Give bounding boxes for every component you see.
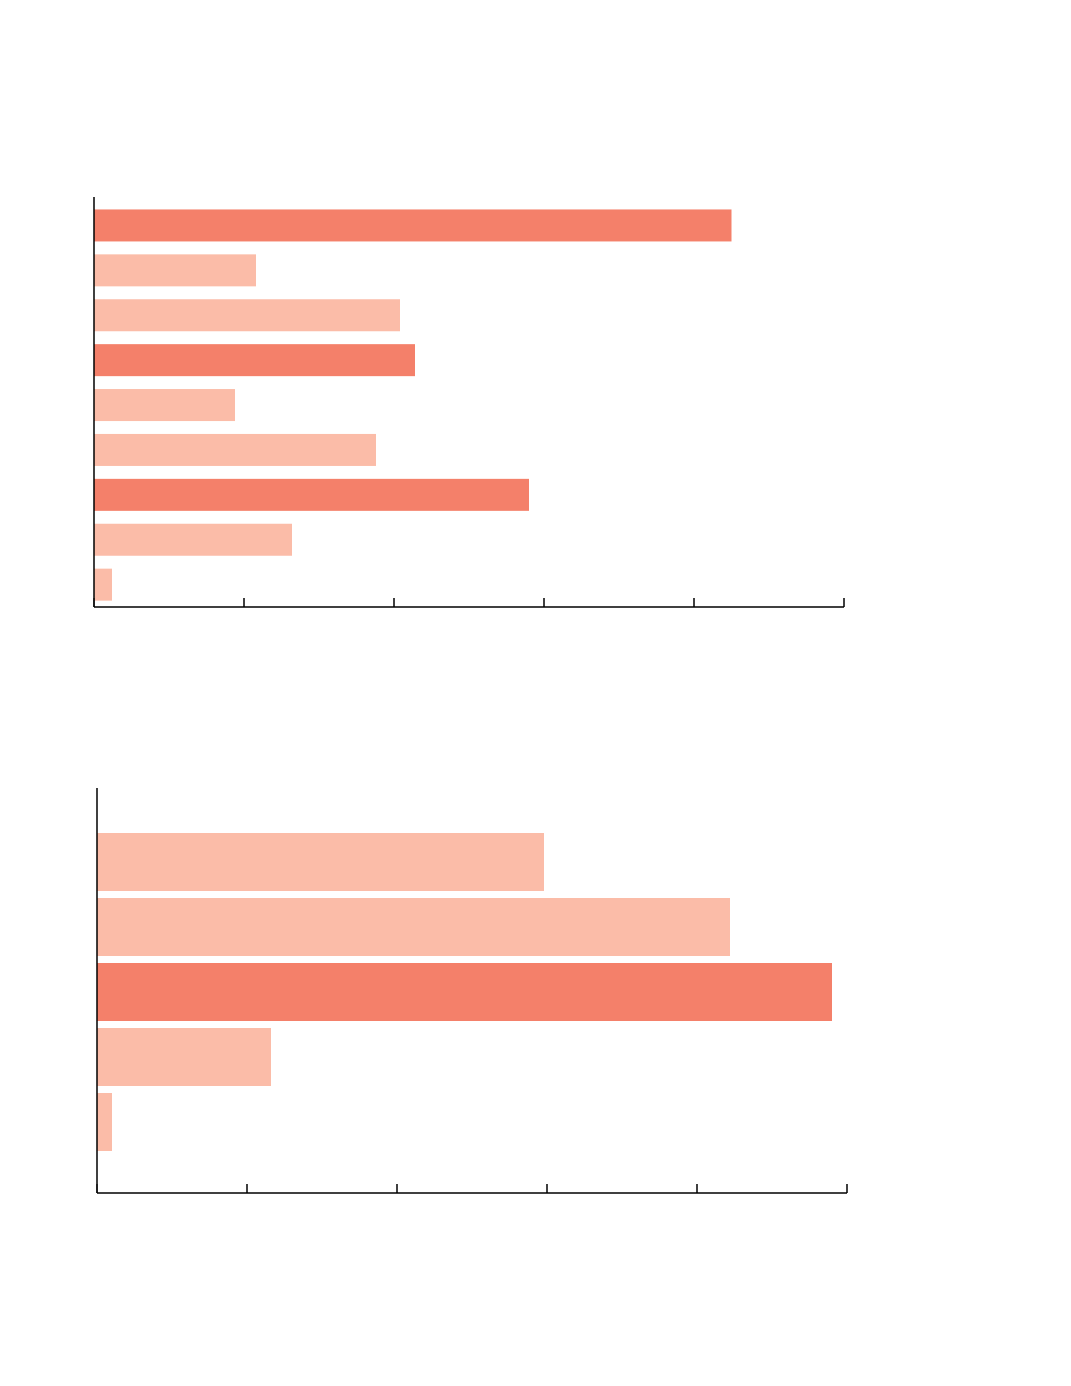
bar xyxy=(94,209,732,242)
bar xyxy=(94,254,256,287)
bar xyxy=(97,963,832,1021)
bar xyxy=(94,478,529,511)
bar xyxy=(94,433,376,466)
bar xyxy=(94,344,415,377)
bar xyxy=(97,898,730,956)
bar xyxy=(94,568,112,601)
bar xyxy=(94,523,292,556)
bar xyxy=(97,833,544,891)
bar xyxy=(97,1028,271,1086)
bar xyxy=(97,1093,112,1151)
bar xyxy=(94,389,235,422)
bar xyxy=(94,299,400,332)
